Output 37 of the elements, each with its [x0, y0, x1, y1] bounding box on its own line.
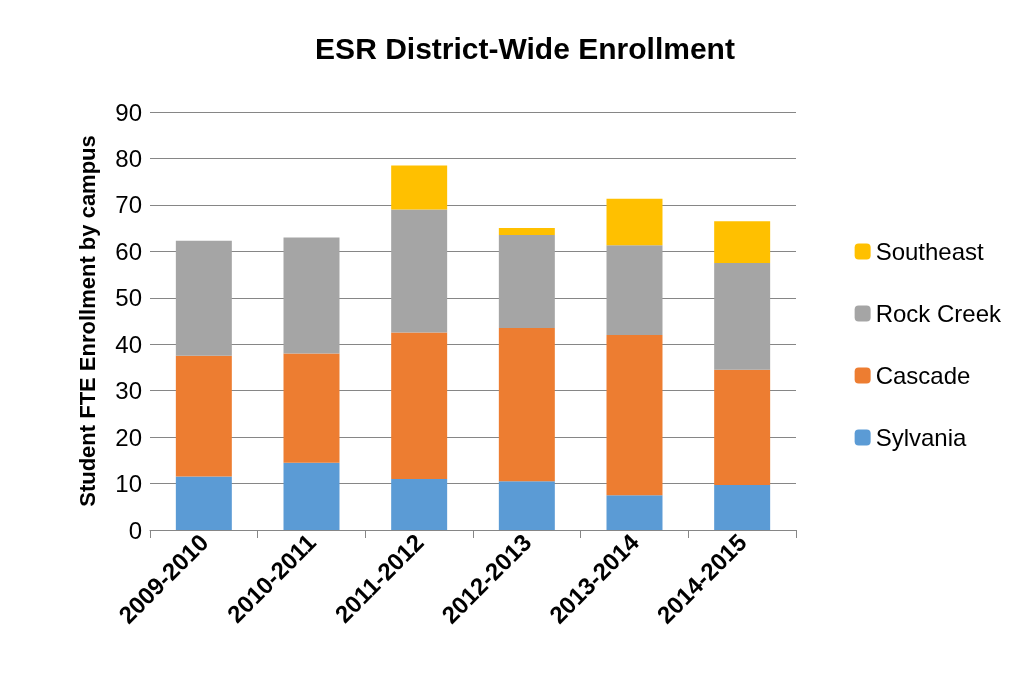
bar [283, 462, 340, 530]
bar [283, 353, 340, 463]
chart-title: ESR District-Wide Enrollment [315, 31, 735, 65]
bar [606, 198, 663, 246]
y-axis-title: Student FTE Enrollment by campus [74, 135, 100, 507]
y-tick-label: 50 [115, 284, 142, 312]
y-tick-label: 80 [115, 144, 142, 172]
y-tick-label: 60 [115, 237, 142, 265]
y-tick-label: 70 [115, 191, 142, 219]
bar [175, 476, 232, 530]
y-tick-label: 30 [115, 377, 142, 405]
bar [175, 355, 232, 477]
bar [498, 481, 555, 530]
bar [714, 369, 771, 485]
bar [498, 228, 555, 236]
bar [391, 209, 448, 333]
bar [714, 262, 771, 370]
legend-label: Sylvania [875, 424, 967, 451]
bar [606, 245, 663, 335]
y-tick-label: 90 [115, 98, 142, 126]
legend-label: Southeast [875, 238, 985, 265]
bar [175, 240, 232, 356]
y-tick-label: 20 [115, 423, 142, 451]
bar [714, 221, 771, 263]
bar [391, 332, 448, 479]
bar [714, 484, 771, 530]
bar [606, 334, 663, 496]
y-tick-label: 40 [115, 330, 142, 358]
y-tick-label: 10 [115, 470, 142, 498]
bar [498, 327, 555, 482]
legend-label: Cascade [875, 362, 971, 389]
bar [283, 237, 340, 354]
bar [391, 165, 448, 210]
bar [498, 235, 555, 328]
bar [391, 478, 448, 530]
bar [606, 495, 663, 530]
legend-label: Rock Creek [875, 300, 1002, 327]
